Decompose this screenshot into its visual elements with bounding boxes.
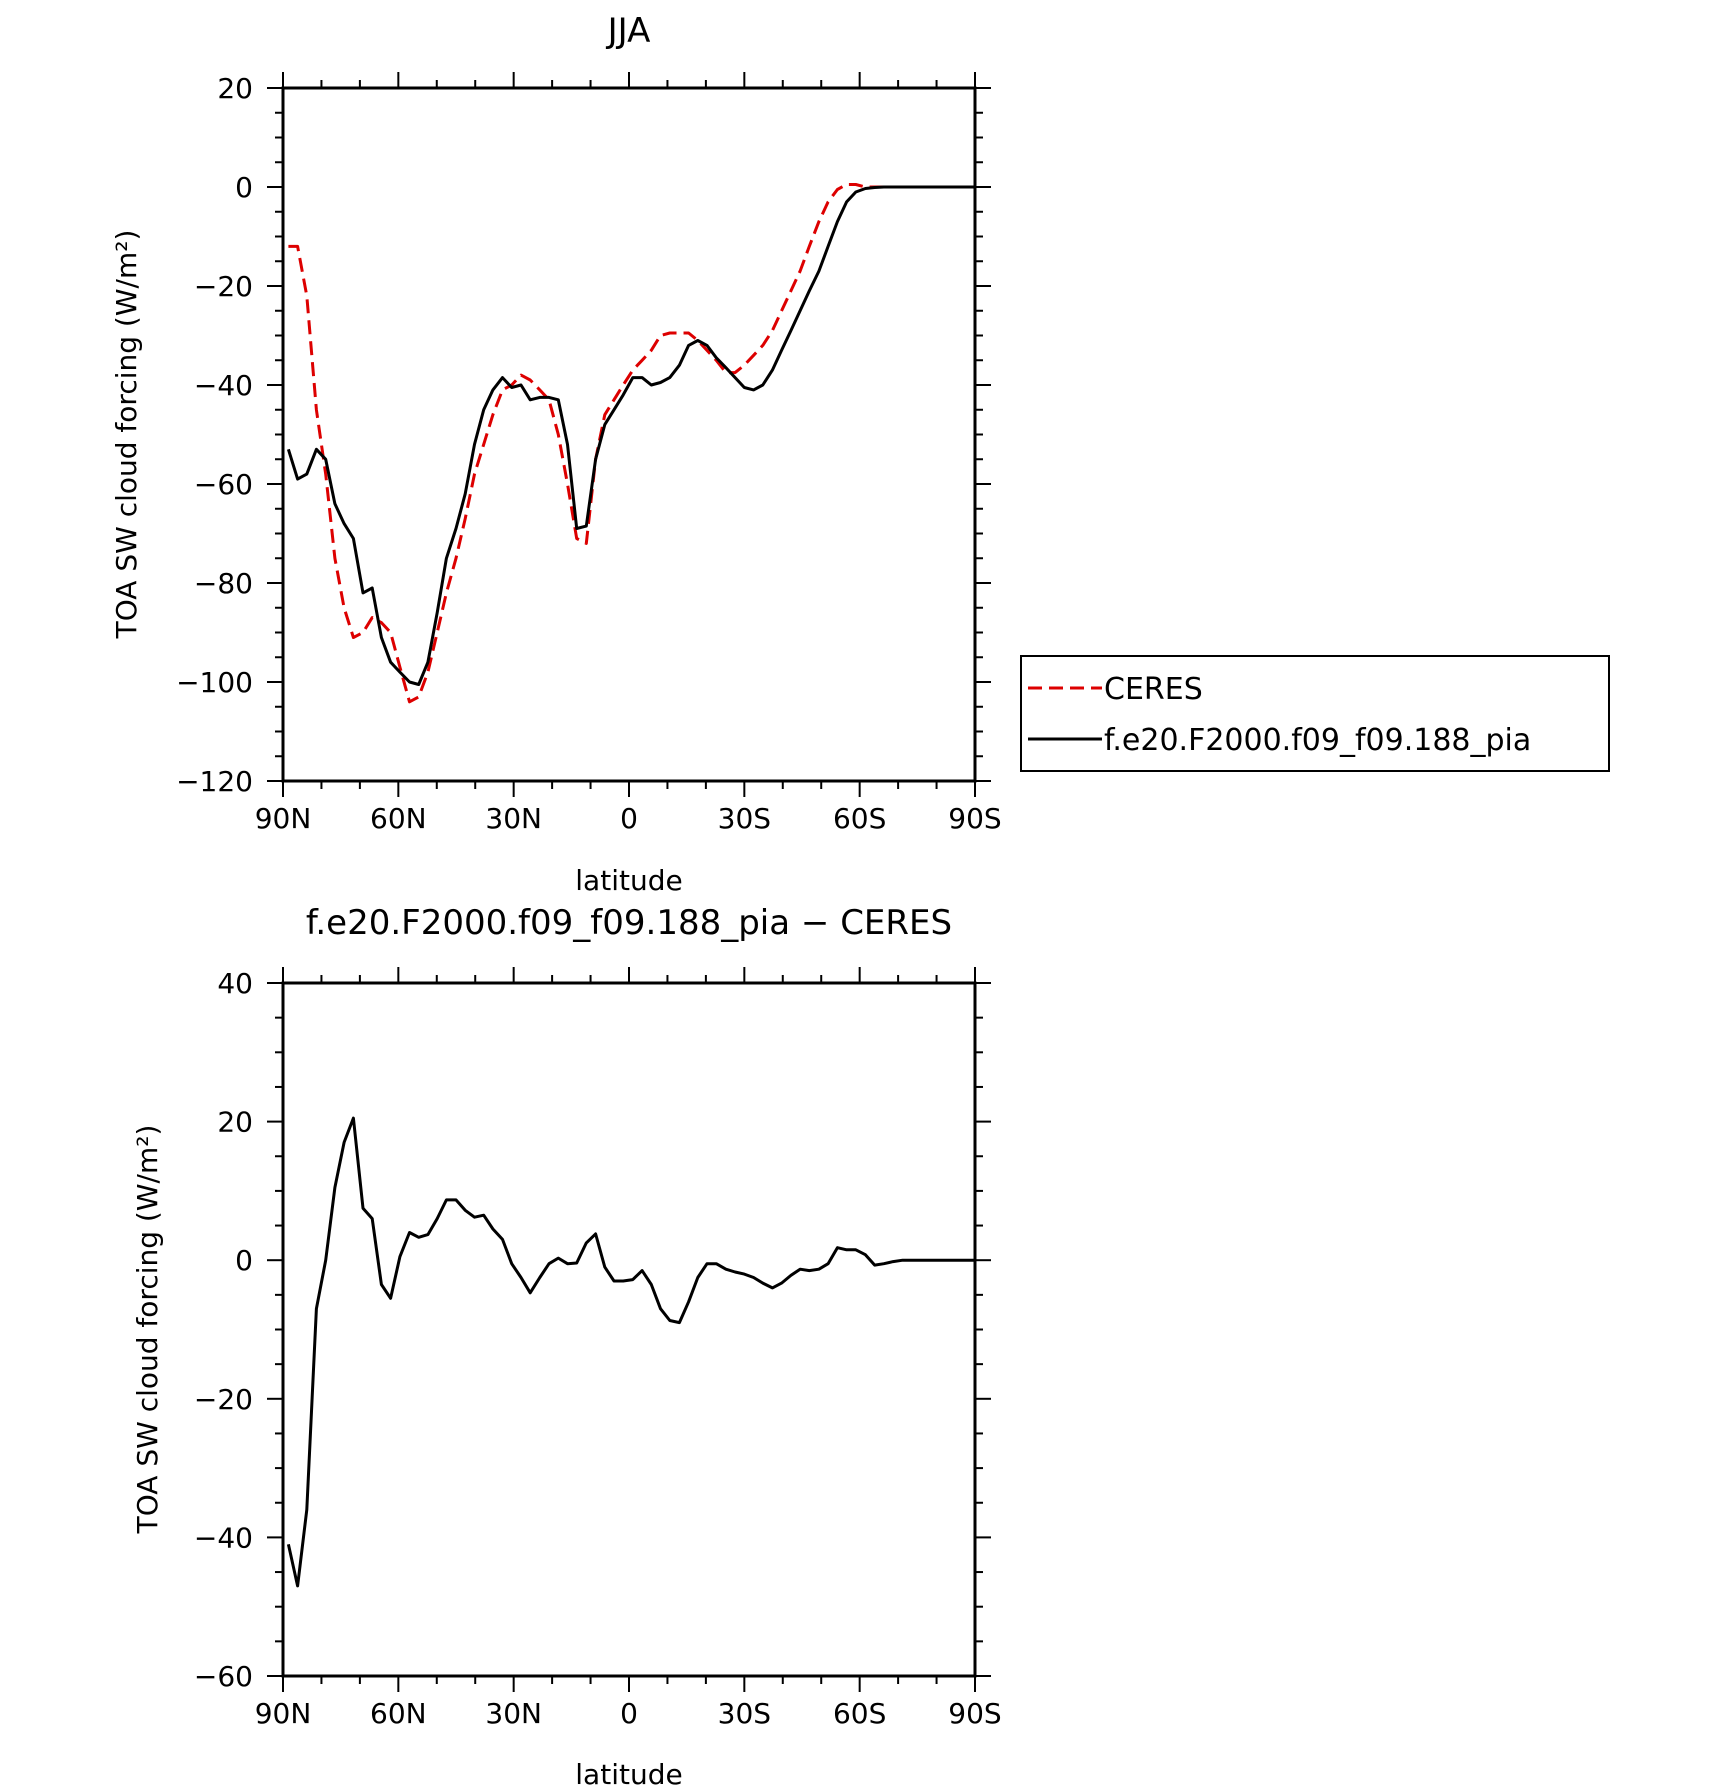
- top-series-lines: [286, 183, 975, 704]
- bottom-x-tick-labels: 90N 60N 30N 0 30S 60S 90S: [255, 1697, 1002, 1730]
- top-x-tick-label: 60S: [833, 802, 886, 835]
- top-x-tick-label: 30S: [718, 802, 771, 835]
- top-x-tick-label: 90N: [255, 802, 312, 835]
- bottom-x-tick-label: 60S: [833, 1697, 886, 1730]
- top-x-tick-label: 30N: [485, 802, 542, 835]
- top-y-tick-labels: −120 −100 −80 −60 −40 −20 0 20: [176, 72, 253, 798]
- top-plot-title: JJA: [606, 11, 651, 51]
- bottom-y-tick-label: −60: [194, 1660, 253, 1693]
- bottom-y-tick-label: −40: [194, 1521, 253, 1554]
- top-y-tick-label: −60: [194, 468, 253, 501]
- legend-label-ceres: CERES: [1104, 672, 1203, 707]
- top-y-tick-label: −100: [176, 666, 253, 699]
- bottom-x-tick-label: 60N: [370, 1697, 427, 1730]
- bottom-x-axis-label: latitude: [575, 1758, 682, 1789]
- bottom-x-tick-label: 0: [620, 1697, 638, 1730]
- bottom-series-line-difference: [286, 1116, 975, 1588]
- legend: CERES f.e20.F2000.f09_f09.188_pia: [1020, 655, 1610, 772]
- top-y-tick-label: −40: [194, 369, 253, 402]
- bottom-y-tick-label: 20: [217, 1106, 253, 1139]
- top-x-axis-label: latitude: [575, 864, 682, 897]
- bottom-series-lines: [286, 1116, 975, 1588]
- bottom-x-tick-label: 30N: [485, 1697, 542, 1730]
- bottom-axis-ticks: [267, 967, 991, 1692]
- top-x-tick-label: 90S: [948, 802, 1001, 835]
- top-series-line-model: [286, 185, 975, 686]
- bottom-y-tick-label: 40: [217, 967, 253, 1000]
- legend-frame: [1020, 655, 1610, 772]
- top-x-tick-label: 0: [620, 802, 638, 835]
- bottom-plot-title: f.e20.F2000.f09_f09.188_pia − CERES: [306, 903, 952, 943]
- bottom-y-axis-label: TOA SW cloud forcing (W/m²): [131, 1125, 164, 1535]
- top-plot-frame: [281, 86, 977, 783]
- top-x-tick-label: 60N: [370, 802, 427, 835]
- top-y-axis-label: TOA SW cloud forcing (W/m²): [110, 230, 143, 640]
- top-y-tick-label: 0: [235, 171, 253, 204]
- bottom-x-tick-label: 90S: [948, 1697, 1001, 1730]
- top-y-tick-label: −80: [194, 567, 253, 600]
- bottom-y-tick-label: 0: [235, 1244, 253, 1277]
- top-axis-ticks: [267, 72, 991, 797]
- bottom-x-tick-label: 30S: [718, 1697, 771, 1730]
- bottom-y-tick-label: −20: [194, 1383, 253, 1416]
- top-x-tick-labels: 90N 60N 30N 0 30S 60S 90S: [255, 802, 1002, 835]
- top-panel: JJA 90N 60N 30N 0 30S 60S 90S −120 −100 −80 −60 −4…: [110, 11, 1002, 897]
- legend-label-model: f.e20.F2000.f09_f09.188_pia: [1104, 723, 1531, 758]
- bottom-plot-frame: [281, 981, 977, 1678]
- top-series-line-ceres: [288, 183, 975, 704]
- top-y-tick-label: −20: [194, 270, 253, 303]
- bottom-y-tick-labels: −60 −40 −20 0 20 40: [194, 967, 253, 1693]
- bottom-panel: f.e20.F2000.f09_f09.188_pia − CERES 90N 6…: [131, 903, 1002, 1789]
- bottom-x-tick-label: 90N: [255, 1697, 312, 1730]
- top-y-tick-label: 20: [217, 72, 253, 105]
- top-y-tick-label: −120: [176, 765, 253, 798]
